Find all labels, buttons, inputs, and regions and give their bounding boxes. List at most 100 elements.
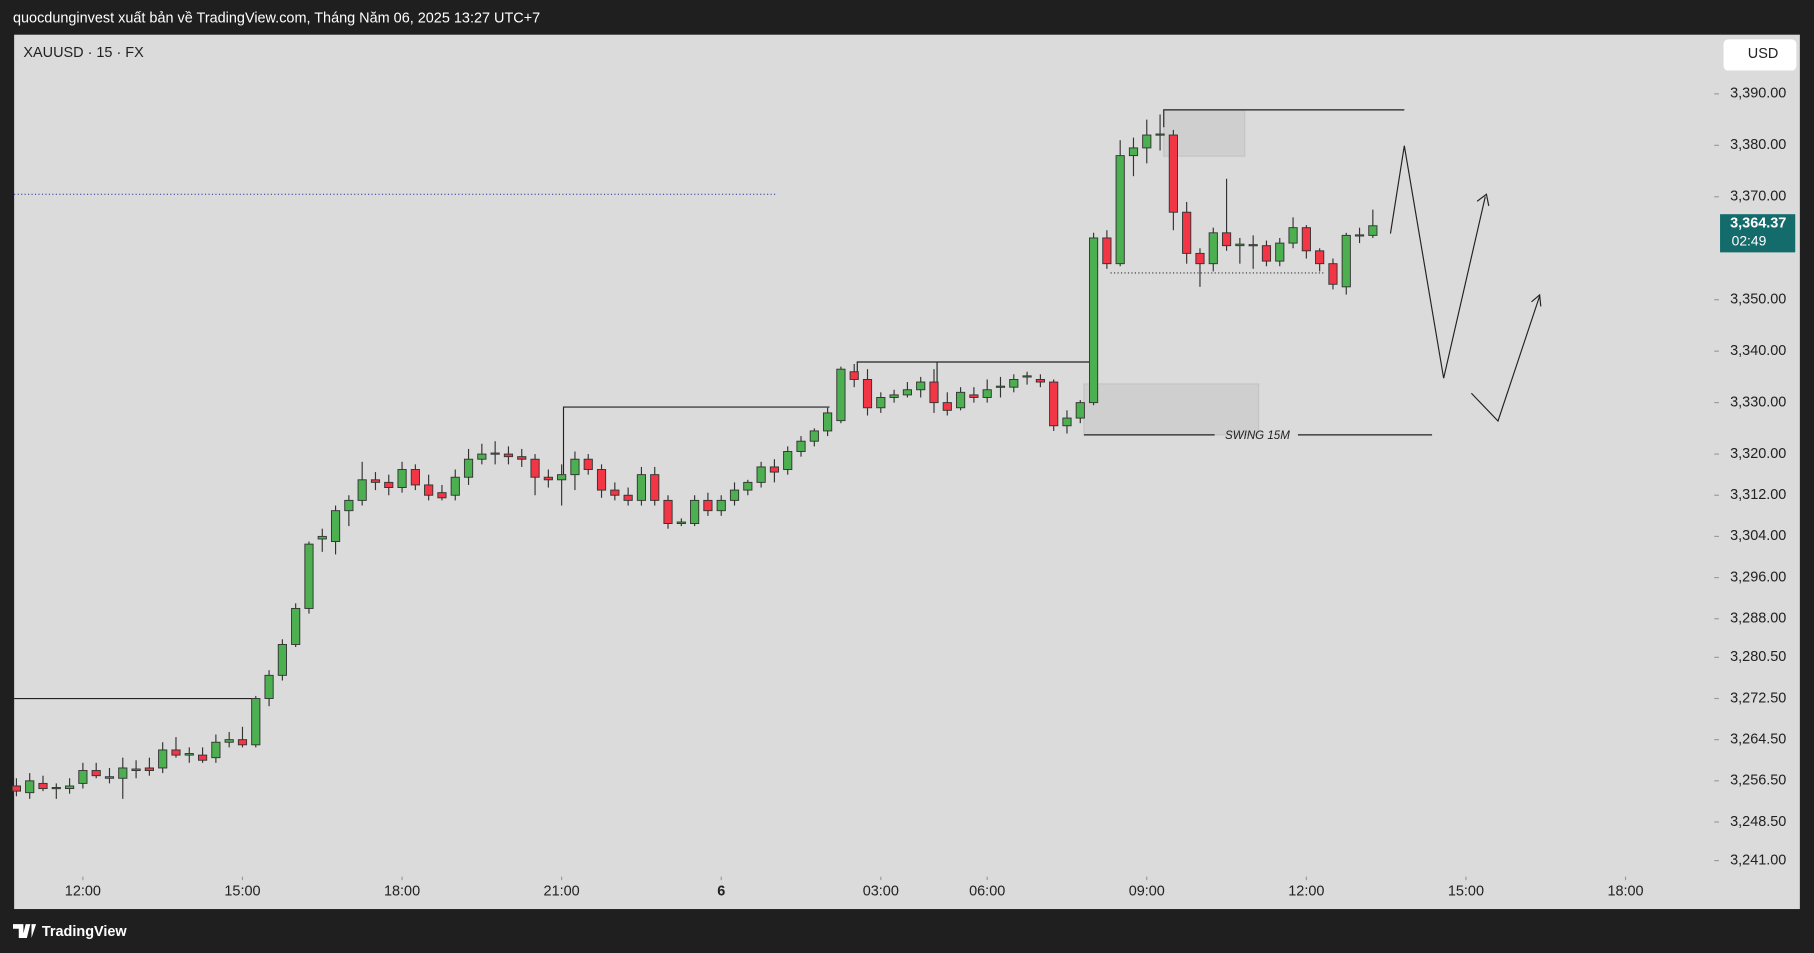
candle-body <box>1261 245 1272 262</box>
candle-body <box>450 476 460 496</box>
y-tick-label: 3,320.00 <box>1730 446 1786 462</box>
candle-body <box>836 368 846 422</box>
candle-body <box>1088 237 1099 404</box>
candle-body <box>344 499 354 512</box>
candle-body <box>1315 250 1325 265</box>
candle-body <box>716 499 726 512</box>
candle-body <box>171 749 181 756</box>
y-tick-label: 3,304.00 <box>1730 528 1786 544</box>
candle-body <box>557 474 567 481</box>
candle-body <box>956 391 966 409</box>
currency-button[interactable] <box>1723 39 1797 71</box>
candle-body <box>1275 242 1285 262</box>
candle-body <box>237 739 248 746</box>
candle-body <box>783 451 793 470</box>
candle-body <box>1368 225 1378 236</box>
candle-body <box>158 749 168 769</box>
y-tick-label: 3,370.00 <box>1730 189 1786 205</box>
candle-body <box>849 371 859 380</box>
candle-body <box>91 770 101 777</box>
candle-body <box>65 785 75 790</box>
candle-body <box>876 397 886 409</box>
candle-body <box>889 394 899 398</box>
candle-body <box>38 782 48 790</box>
y-tick-label: 3,272.50 <box>1730 690 1786 706</box>
level-line <box>856 361 1097 374</box>
candle-body <box>982 389 992 398</box>
candle-body <box>1102 237 1112 265</box>
x-tick-label: 21:00 <box>544 884 580 900</box>
level-line <box>1163 109 1405 128</box>
candle-body <box>1155 133 1165 136</box>
x-tick-label: 12:00 <box>1288 884 1324 900</box>
candle-body <box>410 469 420 486</box>
candle-body <box>251 698 261 746</box>
y-tick-label: 3,264.50 <box>1730 731 1786 747</box>
arrow-head <box>1476 193 1490 206</box>
candle-body <box>1235 243 1245 247</box>
candle-body <box>78 770 88 784</box>
candle-body <box>1248 244 1258 247</box>
candle-body <box>1062 417 1072 427</box>
y-tick-label: 3,390.00 <box>1730 86 1786 102</box>
candle-body <box>1182 211 1192 254</box>
y-tick-label: 3,248.50 <box>1730 814 1786 830</box>
y-tick-label: 3,296.00 <box>1730 569 1786 585</box>
candle-body <box>503 453 514 458</box>
candle-body <box>942 402 952 411</box>
x-tick-label: 15:00 <box>1448 884 1484 900</box>
candle-body <box>197 754 208 761</box>
candle-body <box>1195 252 1205 265</box>
candle-body <box>636 474 647 501</box>
projection-path <box>1470 295 1541 423</box>
y-tick-label: 3,312.00 <box>1730 487 1786 503</box>
candle-body <box>1009 378 1019 388</box>
candle-body <box>118 767 128 779</box>
candle-body <box>330 510 341 543</box>
x-tick-label: 6 <box>717 884 725 900</box>
x-tick-label: 18:00 <box>384 884 420 900</box>
candle-body <box>1128 147 1139 157</box>
candle-body <box>384 481 394 488</box>
candle-body <box>1022 375 1032 378</box>
x-tick-label: 12:00 <box>65 884 101 900</box>
candle-body <box>437 492 447 499</box>
candle-body <box>264 674 274 699</box>
candle-body <box>1341 234 1351 288</box>
candle-body <box>370 479 381 483</box>
candle-body <box>463 458 474 478</box>
candle-body <box>1288 227 1298 244</box>
x-tick-label: 18:00 <box>1607 884 1643 900</box>
candle-body <box>1328 263 1338 285</box>
candle-body <box>104 776 115 779</box>
last-price: 3,364.37 <box>1730 215 1786 231</box>
candle-body <box>969 394 979 398</box>
annotation-label: SWING 15M <box>1225 430 1290 442</box>
candle-body <box>291 607 301 645</box>
y-tick-label: 3,340.00 <box>1730 343 1786 359</box>
candle-body <box>304 543 314 609</box>
header: quocdunginvest xuất bản về TradingView.c… <box>13 10 540 26</box>
candle-body <box>224 739 234 743</box>
candle-body <box>543 476 553 481</box>
y-tick-label: 3,288.00 <box>1730 611 1786 627</box>
candle-body <box>743 481 753 491</box>
candle-body <box>570 458 580 476</box>
candle-body <box>477 453 487 460</box>
logo <box>12 924 37 938</box>
candle-body <box>650 474 660 501</box>
candle-body <box>1301 227 1311 252</box>
candle-body <box>517 456 527 460</box>
x-tick-label: 03:00 <box>863 884 899 900</box>
candle-body <box>916 381 926 391</box>
candle-body <box>144 767 154 772</box>
y-tick-label: 3,241.00 <box>1730 852 1786 868</box>
y-tick-label: 3,330.00 <box>1730 394 1786 410</box>
zone-box <box>1083 383 1260 436</box>
candle-body <box>729 489 740 501</box>
candle-body <box>184 753 194 756</box>
candle-body <box>796 440 806 452</box>
candle-body <box>277 644 287 676</box>
footer: TradingView <box>12 924 127 940</box>
